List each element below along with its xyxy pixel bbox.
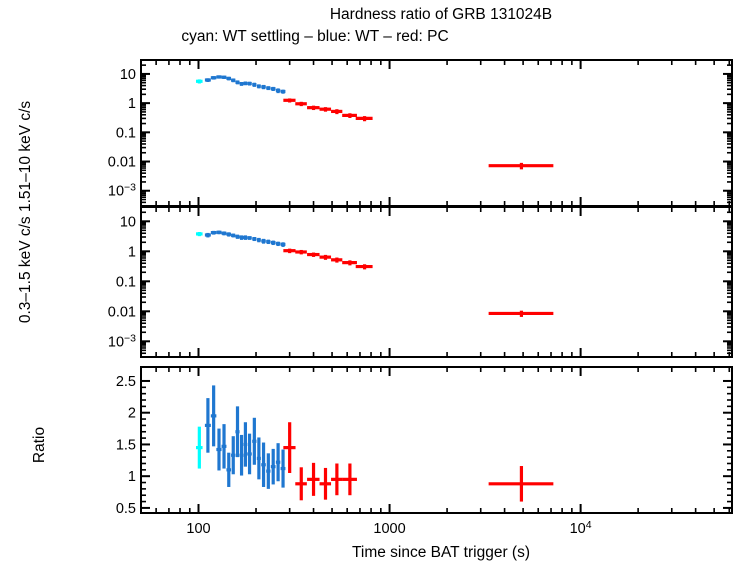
series-wt [204,230,286,247]
series-pc [283,248,554,317]
series-wt-settling [195,79,203,84]
legend-subtitle: cyan: WT settling – blue: WT – red: PC [181,28,448,45]
y-tick-label: 1 [128,244,136,260]
y-axis-label-upper: 0.3–1.5 keV c/s 1.51–10 keV c/s [17,101,34,324]
y-tick-label: 2.5 [116,374,136,390]
x-tick-label: 1000 [373,521,405,537]
y-tick-label: 10−3 [108,182,136,200]
series-pc [283,98,554,170]
panels-group: 10 1 0.1 0.01 10−3 10 1 0.1 0.01 10−3 0.5 1 1.5 2 2.5 1… [108,59,733,537]
series-wt-settling [195,426,203,469]
x-tick-label: 100 [186,521,210,537]
y-tick-label: 2 [128,406,136,422]
y-tick-label: 0.1 [116,125,136,141]
y-tick-label: 10 [120,214,136,230]
x-axis-label: Time since BAT trigger (s) [352,544,530,561]
page-title: Hardness ratio of GRB 131024B [330,6,552,23]
y-tick-label: 0.01 [108,304,136,320]
x-tick-label: 104 [570,519,592,537]
y-tick-label: 1.5 [116,437,136,453]
panel-3-frame [140,366,733,514]
y-tick-label: 1 [128,469,136,485]
panel-3 [140,366,733,514]
y-tick-label: 1 [128,96,136,112]
series-wt [204,75,286,94]
y-tick-label: 0.5 [116,501,136,517]
y-axis-label-ratio: Ratio [31,427,48,463]
series-wt-settling [195,232,203,237]
y-tick-label: 0.01 [108,155,136,171]
series-pc [283,422,554,502]
y-tick-label: 0.1 [116,274,136,290]
panel-2 [140,206,733,358]
y-tick-label: 10 [120,67,136,83]
series-wt [204,385,286,489]
y-tick-label: 10−3 [108,332,136,350]
